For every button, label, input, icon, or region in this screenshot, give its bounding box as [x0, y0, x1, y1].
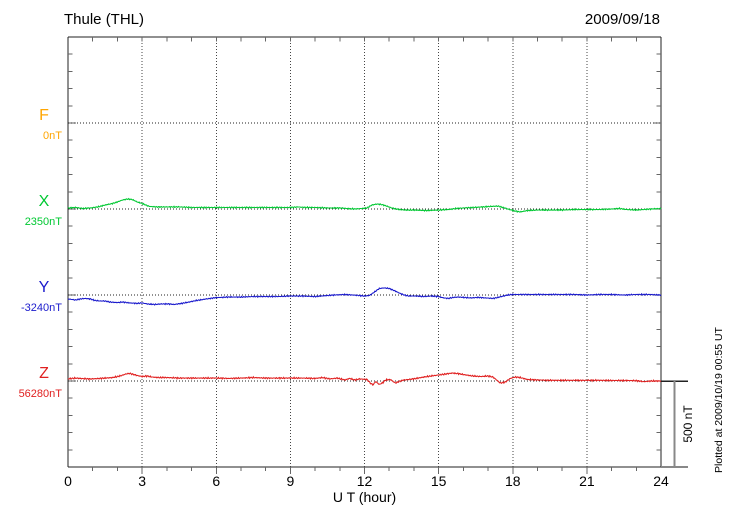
station-title: Thule (THL)	[64, 11, 145, 28]
plotted-at-footnote: Plotted at 2009/10/19 00:55 UT	[713, 327, 725, 473]
x-tick-label-6: 6	[212, 473, 221, 489]
channel-baseline-value-X: 2350nT	[24, 216, 62, 228]
plot-date: 2009/09/18	[584, 11, 660, 28]
x-tick-label-15: 15	[430, 473, 447, 489]
channel-baseline-value-F: 0nT	[43, 130, 62, 142]
channel-baseline-value-Y: -3240nT	[21, 302, 62, 314]
channel-label-Z: Z	[39, 365, 49, 382]
x-axis-label: U T (hour)	[332, 489, 397, 505]
x-tick-label-3: 3	[138, 473, 147, 489]
x-tick-label-21: 21	[579, 473, 595, 489]
channel-baseline-value-Z: 56280nT	[18, 388, 62, 400]
x-tick-label-9: 9	[286, 473, 295, 489]
x-tick-label-24: 24	[653, 473, 669, 489]
trace-Y	[67, 287, 662, 306]
trace-X	[67, 197, 662, 214]
scalebar-label: 500 nT	[681, 405, 695, 443]
x-tick-label-18: 18	[504, 473, 521, 489]
channel-label-X: X	[38, 193, 50, 210]
channel-label-Y: Y	[38, 279, 50, 296]
channel-label-F: F	[39, 107, 49, 124]
x-tick-label-12: 12	[356, 473, 373, 489]
x-tick-label-0: 0	[64, 473, 72, 489]
trace-Z	[67, 372, 662, 386]
